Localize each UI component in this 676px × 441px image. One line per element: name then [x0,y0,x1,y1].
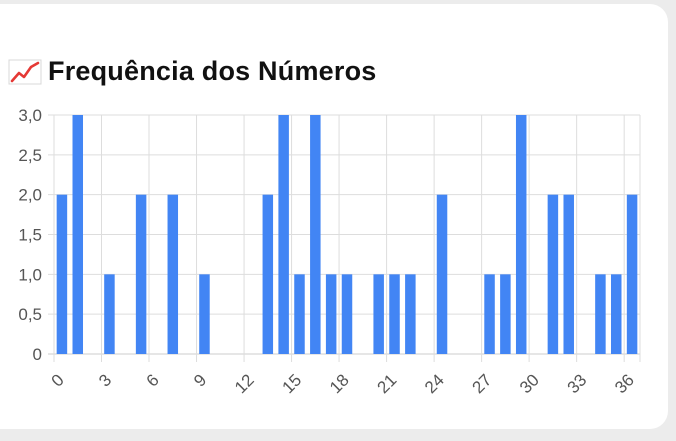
y-tick-label: 1,0 [18,265,42,284]
bar-27 [484,274,495,354]
x-tick-label: 30 [516,370,543,397]
bar-1 [72,115,84,354]
bar-9 [199,274,210,354]
x-tick-label: 27 [469,370,496,397]
x-tick-label: 36 [611,370,638,397]
chart-title: Frequência dos Números [48,56,377,86]
x-tick-label: 18 [326,370,353,397]
bar-15 [294,274,305,354]
x-tick-label: 24 [421,370,448,397]
bar-3 [104,274,115,354]
bar-18 [341,274,353,354]
x-tick-label: 12 [231,370,258,397]
x-tick-label: 9 [190,370,210,390]
y-tick-label: 3,0 [18,106,42,125]
bar-0 [56,194,68,354]
bar-28 [500,274,511,354]
bar-29 [515,115,527,354]
bar-22 [405,274,416,354]
bar-16 [310,115,321,354]
bar-7 [167,194,179,354]
y-tick-label: 2,0 [18,186,42,205]
bar-21 [389,274,400,354]
x-tick-label: 21 [374,370,401,397]
bar-34 [595,274,606,354]
y-tick-label: 0 [33,345,42,364]
x-tick-label: 33 [564,370,591,397]
bar-17 [325,274,337,354]
bar-35 [610,274,622,354]
x-tick-label: 6 [143,370,163,390]
bar-20 [373,274,384,354]
bar-5 [135,194,147,354]
x-tick-label: 15 [279,370,306,397]
y-tick-label: 1,5 [18,226,42,245]
chart-increasing-icon [8,59,42,84]
y-tick-label: 2,5 [18,146,42,165]
bar-31 [547,194,559,354]
bar-24 [436,194,448,354]
x-tick-label: 3 [95,370,115,390]
chart-header: Frequência dos Números [8,56,376,87]
bar-13 [262,194,274,354]
bar-32 [563,194,574,354]
y-tick-label: 0,5 [18,305,42,324]
bar-14 [278,115,289,354]
bar-36 [626,194,638,354]
x-tick-label: 0 [48,370,68,390]
